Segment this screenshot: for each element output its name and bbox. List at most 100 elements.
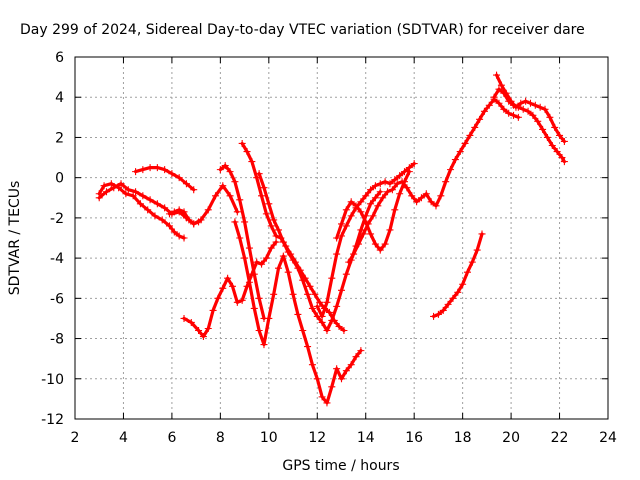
data-point-marker (299, 327, 307, 335)
data-point-marker (248, 158, 256, 166)
data-point-marker (386, 180, 394, 188)
data-point-marker (459, 280, 467, 288)
data-point-marker (132, 188, 140, 196)
data-point-marker (185, 216, 193, 224)
data-point-marker (328, 274, 336, 282)
data-point-marker (357, 226, 365, 234)
data-series (95, 71, 568, 407)
data-point-marker (502, 89, 510, 97)
data-point-marker (168, 170, 176, 178)
data-point-marker (306, 282, 314, 290)
data-point-marker (381, 178, 389, 186)
data-point-marker (265, 314, 273, 322)
data-point-marker (265, 200, 273, 208)
data-point-marker (539, 125, 547, 133)
y-axis-title: SDTVAR / TECUs (7, 181, 23, 296)
y-tick-label: -4 (50, 251, 64, 267)
data-point-marker (413, 198, 421, 206)
data-point-marker (161, 204, 169, 212)
data-point-marker (236, 234, 244, 242)
data-point-marker (124, 186, 132, 194)
data-point-marker (270, 290, 278, 298)
data-point-marker (524, 107, 532, 115)
data-point-marker (338, 220, 345, 228)
data-point-marker (454, 288, 462, 296)
data-point-marker (308, 304, 316, 312)
data-point-marker (236, 196, 244, 204)
series-trace-line (492, 87, 567, 164)
data-point-marker (153, 164, 161, 172)
data-point-marker (323, 399, 331, 407)
x-tick-label: 14 (357, 430, 375, 446)
data-point-marker (333, 234, 341, 242)
data-point-marker (376, 180, 384, 188)
data-point-marker (139, 192, 147, 200)
data-point-marker (170, 208, 178, 216)
data-point-marker (107, 180, 115, 188)
data-point-marker (507, 97, 515, 105)
data-point-marker (517, 99, 525, 107)
series-track-f (216, 162, 268, 322)
y-tick-label: -2 (50, 211, 64, 227)
series-trace-line (97, 182, 239, 226)
x-tick-label: 18 (454, 430, 472, 446)
data-point-marker (294, 310, 302, 318)
x-tick-label: 24 (599, 430, 617, 446)
x-tick-label: 8 (216, 430, 225, 446)
data-point-marker (132, 168, 140, 176)
data-point-marker (371, 194, 379, 202)
data-point-marker (313, 302, 321, 310)
data-point-marker (272, 232, 280, 240)
data-point-marker (369, 212, 377, 220)
data-point-marker (325, 308, 333, 316)
data-point-marker (468, 258, 476, 266)
data-point-marker (231, 218, 239, 226)
data-point-marker (95, 194, 103, 202)
data-point-marker (495, 99, 503, 107)
data-point-marker (427, 198, 435, 206)
data-point-marker (267, 244, 275, 252)
data-point-marker (258, 192, 266, 200)
y-tick-label: -6 (50, 291, 64, 307)
series-trace-line (182, 240, 278, 339)
y-tick-label: 4 (55, 90, 64, 106)
data-point-marker (250, 304, 258, 312)
data-point-marker (318, 318, 326, 326)
data-point-marker (180, 314, 188, 322)
data-point-marker (318, 312, 326, 320)
data-point-marker (241, 254, 249, 262)
data-point-marker (204, 206, 212, 214)
data-point-marker (388, 186, 396, 194)
data-point-marker (347, 198, 355, 206)
data-point-marker (398, 178, 406, 186)
data-point-marker (430, 312, 438, 320)
data-point-marker (556, 131, 564, 139)
data-point-marker (495, 85, 503, 93)
data-point-marker (342, 206, 350, 214)
data-point-marker (144, 206, 152, 214)
data-point-marker (376, 246, 384, 254)
data-point-marker (493, 71, 501, 79)
data-point-marker (447, 166, 455, 174)
data-point-marker (136, 200, 144, 208)
data-point-marker (161, 166, 169, 174)
data-point-marker (405, 168, 413, 176)
data-point-marker (396, 190, 404, 198)
data-point-marker (551, 123, 559, 131)
data-point-marker (245, 278, 253, 286)
data-point-marker (480, 107, 488, 115)
data-point-marker (262, 254, 270, 262)
data-point-marker (422, 190, 430, 198)
data-point-marker (253, 258, 261, 266)
series-track-k (333, 168, 413, 254)
data-point-marker (548, 141, 556, 149)
data-point-marker (510, 111, 518, 119)
data-point-marker (534, 117, 542, 125)
data-point-marker (158, 216, 166, 224)
data-point-marker (226, 192, 234, 200)
data-point-marker (546, 113, 554, 121)
data-point-marker (146, 196, 154, 204)
data-point-marker (255, 327, 263, 335)
data-point-marker (396, 172, 404, 180)
data-point-marker (333, 302, 341, 310)
